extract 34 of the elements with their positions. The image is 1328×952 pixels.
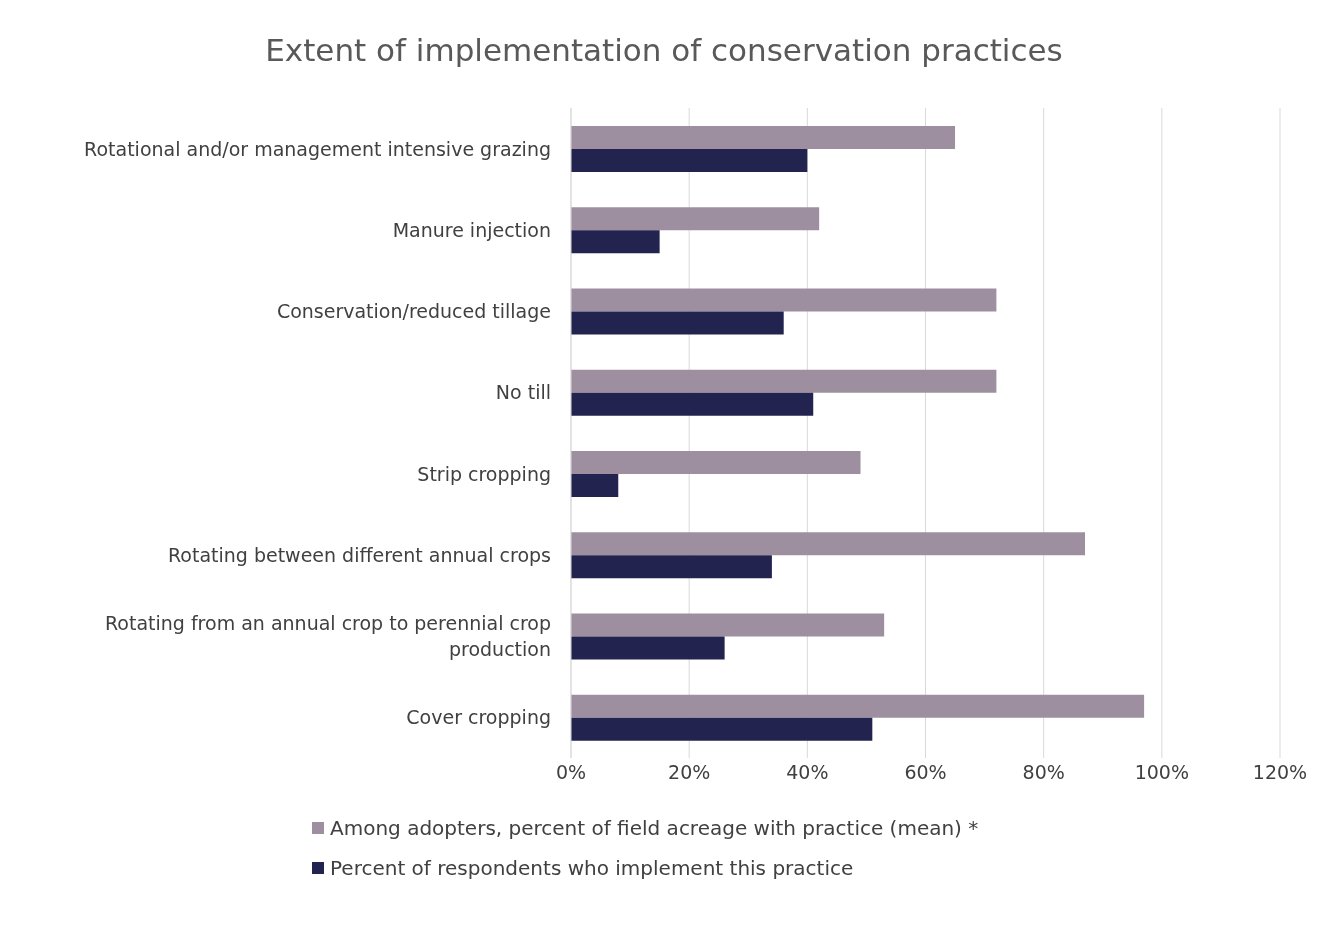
y-tick-label: Strip cropping bbox=[417, 462, 551, 485]
y-tick-label: Rotating from an annual crop to perennial crop production bbox=[104, 612, 551, 661]
bar bbox=[571, 230, 660, 254]
bar bbox=[571, 636, 725, 660]
y-tick-label: Rotational and/or management intensive grazing bbox=[84, 137, 551, 160]
y-tick-label: Cover cropping bbox=[406, 706, 551, 729]
x-tick-label: 0% bbox=[555, 761, 587, 784]
x-tick-label: 100% bbox=[1134, 761, 1189, 784]
bar bbox=[571, 207, 820, 231]
bar bbox=[571, 532, 1086, 556]
y-tick-label: Rotating between different annual crops bbox=[167, 543, 551, 566]
y-tick-label: Manure injection bbox=[392, 218, 551, 241]
x-tick-label: 120% bbox=[1252, 761, 1308, 784]
x-tick-label: 20% bbox=[668, 761, 711, 784]
bar bbox=[571, 125, 956, 149]
bar bbox=[571, 694, 1145, 718]
x-tick-label: 80% bbox=[1022, 761, 1065, 784]
bar bbox=[571, 717, 873, 741]
bar bbox=[571, 288, 997, 312]
x-tick-label: 40% bbox=[786, 761, 829, 784]
bar bbox=[571, 555, 772, 579]
legend-label: Among adopters, percent of field acreage with practice (mean) * bbox=[330, 816, 979, 840]
bar bbox=[571, 148, 808, 172]
y-tick-label: No till bbox=[495, 381, 551, 404]
bar bbox=[571, 473, 619, 497]
bar bbox=[571, 311, 784, 335]
y-tick-label: Conservation/reduced tillage bbox=[276, 300, 551, 323]
x-tick-label: 60% bbox=[904, 761, 947, 784]
bar bbox=[571, 392, 814, 416]
bar bbox=[571, 613, 885, 637]
bar bbox=[571, 450, 861, 474]
bar bbox=[571, 369, 997, 393]
chart-title: Extent of implementation of conservation practices bbox=[264, 31, 1064, 70]
legend-label: Percent of respondents who implement this practice bbox=[330, 856, 854, 880]
